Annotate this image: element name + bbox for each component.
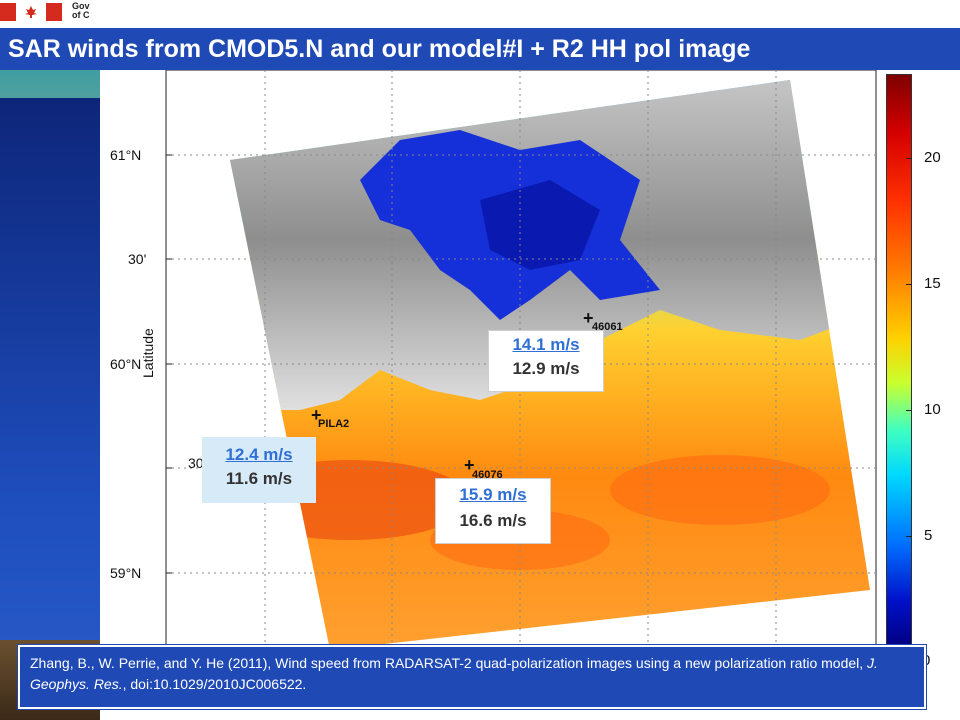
colorbar-tick-label: 5 — [924, 527, 933, 544]
top-bar: Gov of C — [0, 0, 960, 24]
lat-tick-label: 61°N — [110, 147, 142, 163]
y-axis-ticks — [166, 154, 172, 574]
lat-tick-label: 60°N — [110, 356, 142, 372]
lat-tick-label: 30' — [128, 251, 147, 267]
model-wind-value: 14.1 m/s — [512, 335, 580, 354]
citation-journal: J. Geophys. Res. — [30, 655, 878, 692]
colorbar-tick-label: 10 — [924, 401, 941, 418]
lat-tick-label: 30' — [188, 455, 207, 471]
colorbar-tick-label: 0 — [922, 652, 931, 669]
model-wind-value: 12.4 m/s — [225, 445, 293, 464]
colorbar-tick-mark — [906, 158, 912, 159]
wind-value-box: 12.4 m/s 11.6 m/s — [202, 437, 316, 503]
left-decorative-panel — [0, 28, 100, 720]
cmod-wind-value: 11.6 m/s — [225, 469, 293, 488]
citation-text: Zhang, B., W. Perrie, and Y. He (2011), … — [30, 655, 868, 671]
buoy-marker-icon: + — [583, 308, 594, 328]
buoy-marker-icon: + — [464, 455, 475, 475]
model-wind-value: 15.9 m/s — [459, 485, 527, 504]
station-label: PILA2 — [318, 418, 350, 430]
lat-tick-label: 59°N — [110, 565, 142, 581]
cmod-wind-value: 16.6 m/s — [459, 511, 527, 530]
colorbar-tick-label: 20 — [924, 149, 941, 166]
sar-wind-map — [165, 70, 877, 650]
citation-doi: , doi:10.1029/2010JC006522. — [122, 676, 307, 692]
wind-value-box: 14.1 m/s 12.9 m/s — [488, 330, 604, 392]
wind-speed-colorbar — [886, 74, 912, 648]
canada-flag-icon — [0, 3, 62, 21]
wind-value-box: 15.9 m/s 16.6 m/s — [435, 478, 551, 544]
citation-box: Zhang, B., W. Perrie, and Y. He (2011), … — [17, 644, 927, 710]
colorbar-tick-mark — [906, 284, 912, 285]
y-axis-title: Latitude — [140, 328, 156, 378]
buoy-marker-icon: + — [311, 405, 322, 425]
slide-title: SAR winds from CMOD5.N and our model#I +… — [0, 28, 960, 70]
colorbar-tick-mark — [906, 536, 912, 537]
colorbar-tick-label: 15 — [924, 275, 941, 292]
gov-wordmark: Gov of C — [72, 1, 90, 20]
colorbar-tick-mark — [906, 410, 912, 411]
cmod-wind-value: 12.9 m/s — [512, 359, 580, 378]
